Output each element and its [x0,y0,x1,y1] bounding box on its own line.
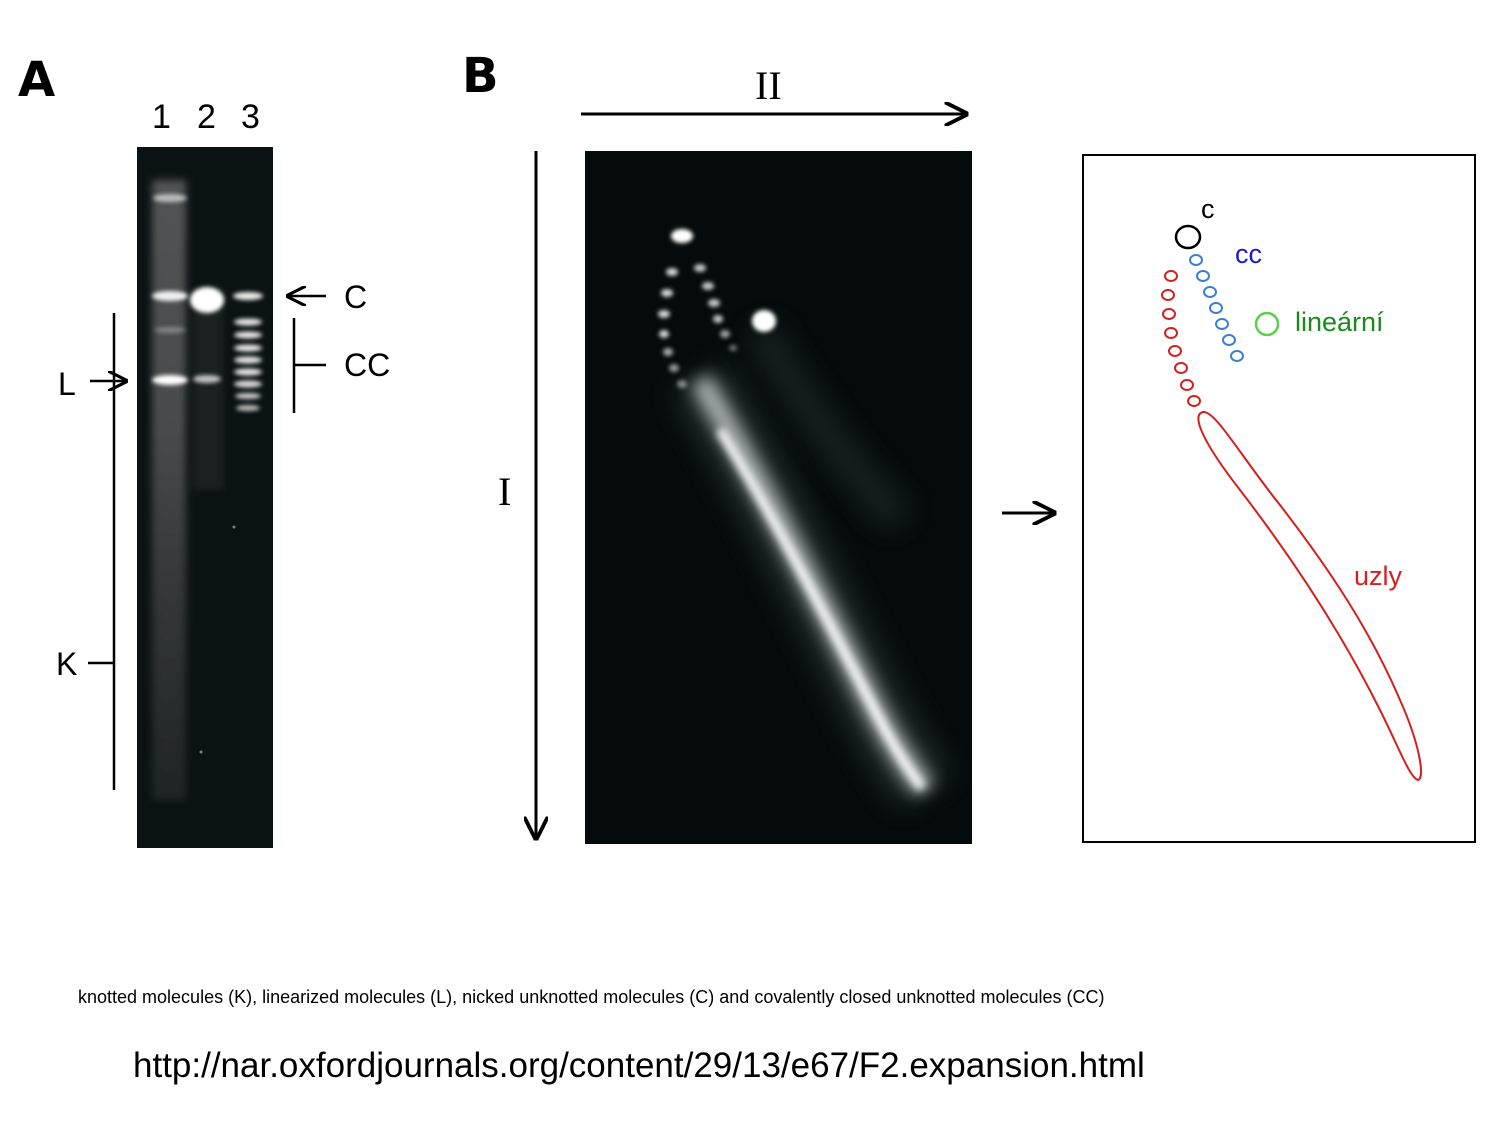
schematic-label-knots: uzly [1354,561,1403,591]
lane-1-c-band [152,291,188,301]
lane-1-l-band [152,375,188,385]
panel-b-axes [536,114,1054,838]
lane-1-smear [152,180,186,800]
lane-3-c-band [233,292,263,300]
axis-i-label: I [498,469,512,514]
lane-label-1: 1 [152,98,171,136]
panel-b-letter: B [462,48,499,104]
panel-a-letter: A [18,52,56,108]
schematic-frame [1082,154,1476,843]
gel-a [137,147,273,848]
schematic-label-linear: lineární [1295,307,1384,337]
axis-ii-label: II [755,63,782,108]
schematic [1082,154,1476,843]
lane-label-2: 2 [197,98,216,136]
spot-nicked-c [671,229,693,243]
spot-ladder-knots [658,268,687,388]
label-c: C [344,279,368,315]
schematic-knot-arc [1197,411,1422,782]
source-url[interactable]: http://nar.oxfordjournals.org/content/29… [133,1046,1145,1085]
lane-1-faint-band [154,327,186,333]
lane-2-c-band [190,287,224,313]
figure-caption: knotted molecules (K), linearized molecu… [78,987,1105,1007]
schematic-knot-spots [1161,270,1201,407]
label-k: K [56,646,78,682]
lane-3-cc-ladder [234,318,262,411]
lane-2-l-band [193,375,221,383]
lane-label-3: 3 [241,98,260,136]
gel-b [585,151,972,844]
spot-ladder-cc [694,264,737,351]
spot-linear [752,310,776,332]
schematic-label-cc: cc [1235,239,1262,269]
label-l: L [58,366,76,402]
label-cc: CC [344,347,391,383]
schematic-label-c: c [1201,194,1215,224]
panel-a-annotations [88,296,326,790]
lane-2-smear [192,290,224,490]
schematic-c-spot [1174,224,1202,250]
lane-1-well-band [153,194,187,202]
schematic-cc-spots [1189,254,1244,362]
schematic-linear-spot [1254,311,1280,337]
